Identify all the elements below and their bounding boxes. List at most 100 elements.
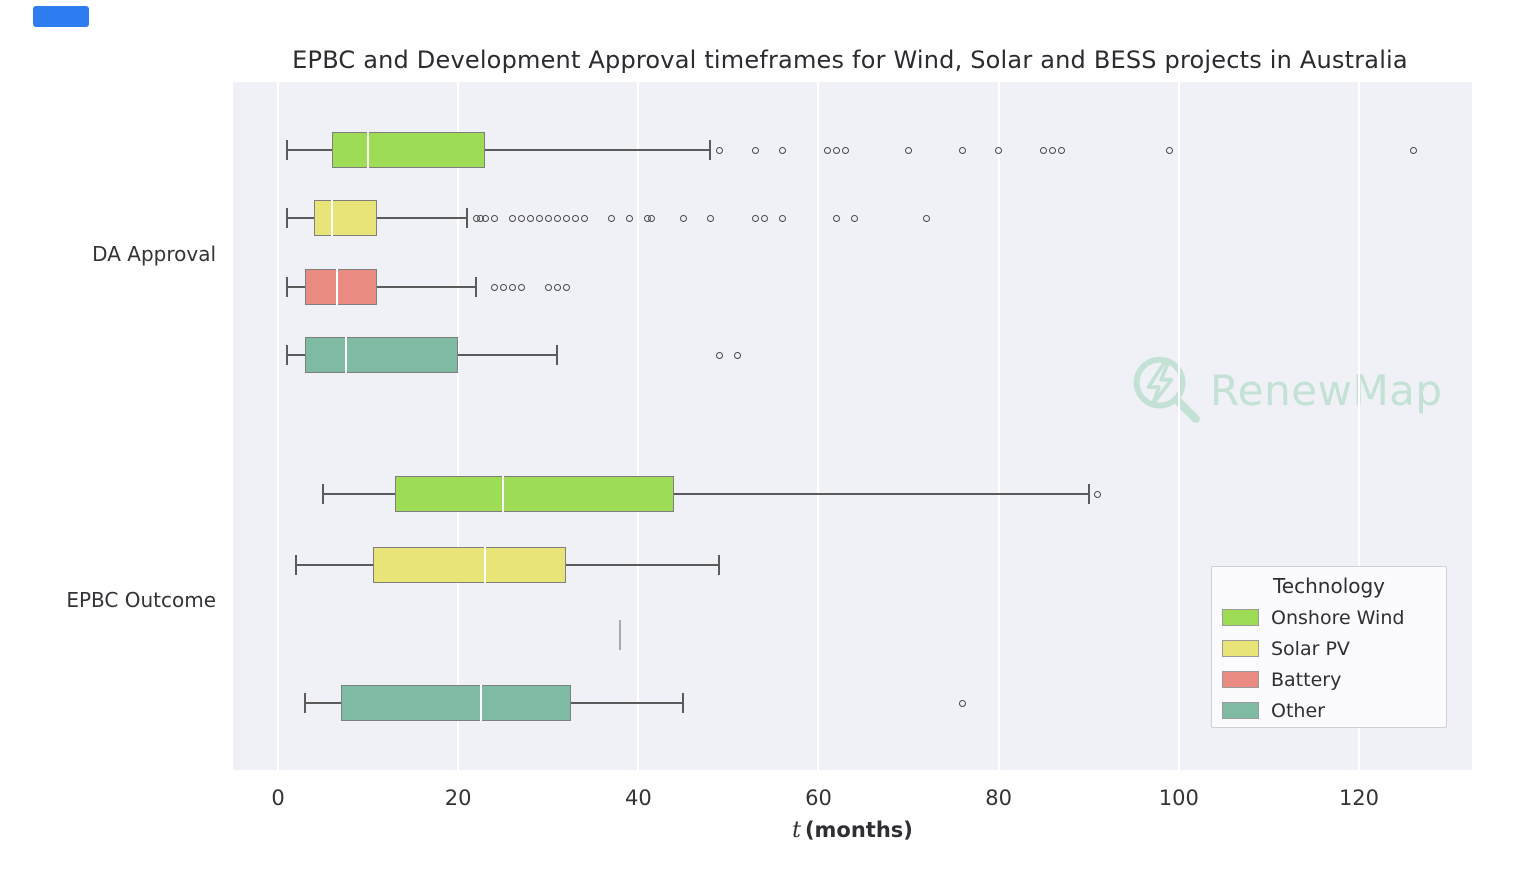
- legend-swatch-battery: [1222, 671, 1259, 688]
- whisker-cap-high: [1087, 484, 1090, 504]
- outlier-point: [481, 214, 489, 222]
- outlier-point: [490, 214, 498, 222]
- whisker-low: [287, 217, 315, 219]
- x-tick-label: 0: [271, 786, 285, 810]
- outlier-point: [499, 283, 507, 291]
- gridline: [277, 82, 279, 770]
- plot-area: RenewMap: [233, 82, 1472, 770]
- legend-label-onshore-wind: Onshore Wind: [1271, 606, 1405, 629]
- median-line: [335, 269, 338, 305]
- outlier-point: [580, 214, 588, 222]
- gridline: [637, 82, 640, 770]
- whisker-cap-low: [322, 484, 325, 504]
- outlier-point: [490, 283, 498, 291]
- outlier-point: [959, 146, 967, 154]
- legend-item-other: Other: [1212, 695, 1446, 726]
- outlier-point: [959, 699, 967, 707]
- y-axis-label-epbc-outcome: EPBC Outcome: [66, 588, 216, 612]
- outlier-point: [1058, 146, 1066, 154]
- gridline: [997, 82, 1000, 770]
- legend-label-solar-pv: Solar PV: [1271, 637, 1350, 660]
- whisker-high: [566, 564, 720, 566]
- boxplot-solar-pv: [372, 547, 567, 583]
- outlier-point: [607, 214, 615, 222]
- outlier-point: [1409, 146, 1417, 154]
- legend: Technology Onshore Wind Solar PV Battery Ot…: [1211, 566, 1447, 728]
- legend-label-battery: Battery: [1271, 668, 1342, 691]
- whisker-low: [296, 564, 373, 566]
- outlier-point: [679, 214, 687, 222]
- outlier-point: [1166, 146, 1174, 154]
- outlier-point: [508, 283, 516, 291]
- x-axis-label-variable: t: [792, 818, 801, 843]
- outlier-point: [751, 214, 759, 222]
- outlier-point: [508, 214, 516, 222]
- outlier-point: [1094, 490, 1102, 498]
- whisker-cap-low: [286, 140, 288, 160]
- outlier-point: [648, 214, 656, 222]
- outlier-point: [544, 283, 552, 291]
- median-line: [331, 200, 334, 236]
- outlier-point: [562, 283, 570, 291]
- gridline: [817, 82, 820, 770]
- outlier-point: [517, 214, 525, 222]
- legend-swatch-other: [1222, 702, 1259, 719]
- whisker-high: [458, 354, 558, 356]
- outlier-point: [905, 146, 913, 154]
- whisker-cap-low: [295, 555, 298, 575]
- outlier-point: [553, 283, 561, 291]
- gridline: [1357, 82, 1360, 770]
- median-line: [484, 547, 487, 583]
- outlier-point: [778, 146, 786, 154]
- outlier-point: [824, 146, 831, 154]
- whisker-cap-high: [682, 693, 685, 713]
- whisker-high: [377, 217, 468, 219]
- boxplot-battery: [305, 269, 378, 305]
- outlier-point: [715, 351, 723, 359]
- whisker-low: [287, 149, 333, 151]
- x-axis-label: t (months): [233, 818, 1472, 843]
- outlier-point: [715, 146, 723, 154]
- boxplot-onshore-wind: [332, 132, 486, 168]
- legend-item-battery: Battery: [1212, 664, 1446, 695]
- whisker-high: [377, 286, 477, 288]
- whisker-cap-low: [286, 277, 288, 297]
- outlier-point: [833, 146, 840, 154]
- x-tick-label: 80: [985, 786, 1013, 810]
- whisker-cap-high: [718, 555, 721, 575]
- outlier-point: [1040, 146, 1048, 154]
- renewmap-logo-icon: [1133, 356, 1200, 423]
- chart-title: EPBC and Development Approval timeframes…: [292, 46, 1408, 74]
- outlier-point: [553, 214, 561, 222]
- outlier-point: [571, 214, 579, 222]
- legend-title: Technology: [1272, 574, 1386, 598]
- median-line: [502, 476, 505, 512]
- outlier-point: [535, 214, 543, 222]
- legend-item-solar-pv: Solar PV: [1212, 633, 1446, 664]
- legend-swatch-solar-pv: [1222, 640, 1259, 657]
- outlier-point: [526, 214, 534, 222]
- whisker-low: [287, 286, 306, 288]
- x-axis-label-unit: (months): [804, 818, 913, 842]
- whisker-cap-high: [466, 208, 469, 228]
- outlier-point: [923, 214, 931, 222]
- whisker-cap-high: [475, 277, 478, 297]
- outlier-point: [733, 351, 741, 359]
- boxplot-solar-pv: [314, 200, 378, 236]
- outlier-point: [544, 214, 552, 222]
- outlier-point: [760, 214, 768, 222]
- whisker-high: [674, 493, 1089, 495]
- legend-label-other: Other: [1271, 699, 1325, 722]
- renewmap-watermark-text: RenewMap: [1210, 365, 1443, 415]
- whisker-high: [570, 702, 684, 704]
- x-tick-label: 40: [624, 786, 652, 810]
- x-tick-label: 120: [1338, 786, 1380, 810]
- boxplot-other: [305, 337, 459, 373]
- outlier-point: [751, 146, 759, 154]
- y-axis-label-da-approval: DA Approval: [92, 242, 216, 266]
- boxplot-other: [341, 685, 571, 721]
- whisker-low: [323, 493, 396, 495]
- whisker-high: [485, 149, 711, 151]
- median-line: [479, 685, 482, 721]
